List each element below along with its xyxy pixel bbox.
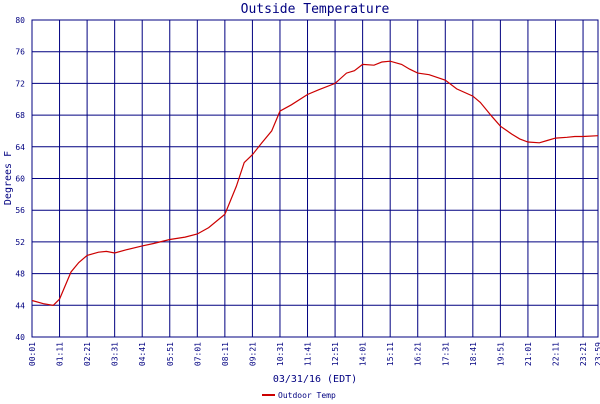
y-tick-label: 60 [15, 175, 25, 184]
y-tick-label: 44 [15, 301, 25, 310]
x-tick-label: 17:31 [441, 342, 450, 366]
x-tick-label: 09:21 [248, 342, 257, 366]
legend: Outdoor Temp [262, 391, 336, 400]
y-tick-label: 64 [15, 143, 25, 152]
y-tick-label: 80 [15, 16, 25, 25]
y-tick-label: 40 [15, 333, 25, 342]
x-axis-ticks: 00:01 01:11 02:21 03:31 04:41 05:51 07:01 08:11… [28, 342, 600, 366]
x-tick-label: 21:01 [524, 342, 533, 366]
x-tick-label: 22:11 [551, 342, 560, 366]
y-tick-label: 68 [15, 111, 25, 120]
x-tick-label: 04:41 [138, 342, 147, 366]
x-tick-label: 12:51 [331, 342, 340, 366]
x-tick-label: 19:51 [496, 342, 505, 366]
series-line-outdoor-temp [31, 60, 599, 306]
grid [31, 19, 599, 338]
x-tick-label: 15:11 [386, 342, 395, 366]
y-tick-label: 76 [15, 48, 25, 57]
x-tick-label: 03:31 [111, 342, 120, 366]
y-tick-label: 56 [15, 206, 25, 215]
x-axis-label: 03/31/16 (EDT) [273, 374, 357, 385]
x-tick-label: 08:11 [221, 342, 230, 366]
x-tick-label: 01:11 [56, 342, 65, 366]
chart-title: Outside Temperature [241, 2, 390, 17]
y-tick-label: 48 [15, 270, 25, 279]
x-tick-label: 00:01 [28, 342, 37, 366]
x-tick-label: 23:21 [579, 342, 588, 366]
plot-frame [31, 19, 599, 338]
y-tick-label: 52 [15, 238, 25, 247]
legend-label-outdoor-temp: Outdoor Temp [278, 391, 336, 400]
x-tick-label: 18:41 [469, 342, 478, 366]
x-tick-label: 11:41 [304, 342, 313, 366]
x-tick-label: 16:21 [414, 342, 423, 366]
x-tick-label: 02:21 [83, 342, 92, 366]
y-axis-ticks: 40 44 48 52 56 60 64 68 72 76 80 [15, 16, 25, 342]
y-axis-label: Degrees F [3, 151, 14, 205]
x-tick-label: 07:01 [193, 342, 202, 366]
x-tick-label: 14:01 [359, 342, 368, 366]
x-tick-label: 05:51 [166, 342, 175, 366]
y-tick-label: 72 [15, 79, 25, 88]
x-tick-label: 10:31 [276, 342, 285, 366]
x-tick-label: 23:59 [594, 342, 600, 366]
